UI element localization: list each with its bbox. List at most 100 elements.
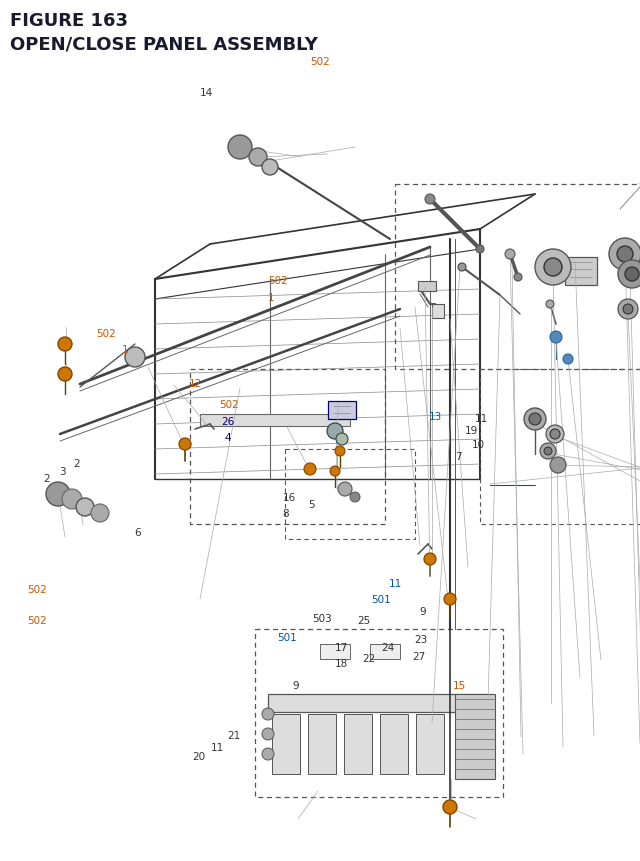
Circle shape (338, 482, 352, 497)
Text: 2: 2 (74, 458, 80, 468)
Bar (344, 714, 372, 774)
Bar (432, 305, 444, 319)
Text: 502: 502 (268, 276, 287, 286)
Circle shape (609, 238, 640, 270)
Circle shape (618, 261, 640, 288)
Circle shape (350, 492, 360, 503)
Circle shape (304, 463, 316, 475)
Text: 1: 1 (268, 293, 275, 303)
Circle shape (524, 408, 546, 430)
Circle shape (546, 300, 554, 308)
Bar (455, 694, 495, 779)
Circle shape (62, 489, 82, 510)
Bar (418, 282, 436, 292)
Text: 6: 6 (134, 527, 141, 537)
Circle shape (550, 457, 566, 474)
Text: 21: 21 (227, 730, 240, 740)
Circle shape (336, 433, 348, 445)
Text: 2: 2 (44, 474, 50, 484)
Text: 27: 27 (412, 651, 425, 661)
Text: 12: 12 (189, 379, 202, 389)
Circle shape (550, 430, 560, 439)
Bar (255, 629, 503, 797)
Text: 17: 17 (335, 642, 348, 653)
Bar (285, 449, 415, 539)
Circle shape (544, 448, 552, 455)
Circle shape (262, 748, 274, 760)
Text: FIGURE 163: FIGURE 163 (10, 12, 128, 30)
Text: 503: 503 (313, 613, 332, 623)
Text: 24: 24 (381, 642, 394, 653)
Text: 8: 8 (282, 508, 289, 518)
Text: 18: 18 (335, 658, 348, 668)
Text: 11: 11 (211, 742, 224, 753)
Circle shape (262, 728, 274, 740)
Text: 501: 501 (277, 632, 296, 642)
Bar (380, 714, 408, 774)
Circle shape (327, 424, 343, 439)
Bar (328, 401, 356, 419)
Circle shape (476, 245, 484, 254)
Circle shape (76, 499, 94, 517)
Text: OPEN/CLOSE PANEL ASSEMBLY: OPEN/CLOSE PANEL ASSEMBLY (10, 35, 318, 53)
Circle shape (330, 467, 340, 476)
Text: 25: 25 (357, 615, 370, 625)
Circle shape (228, 136, 252, 160)
Circle shape (179, 438, 191, 450)
Circle shape (262, 160, 278, 176)
Text: 15: 15 (453, 680, 466, 691)
Circle shape (550, 331, 562, 344)
Text: 7: 7 (455, 451, 461, 461)
Circle shape (335, 447, 345, 456)
Circle shape (514, 274, 522, 282)
Text: 1: 1 (122, 344, 129, 355)
Circle shape (505, 250, 515, 260)
Circle shape (623, 305, 633, 314)
Bar (565, 257, 597, 286)
Text: 23: 23 (415, 634, 428, 644)
Text: 19: 19 (465, 425, 477, 436)
Circle shape (458, 263, 466, 272)
Circle shape (444, 593, 456, 605)
Text: 502: 502 (28, 615, 47, 625)
Text: 10: 10 (472, 439, 485, 449)
Text: 11: 11 (389, 579, 402, 589)
Bar (480, 369, 640, 524)
Circle shape (58, 368, 72, 381)
Circle shape (58, 338, 72, 351)
Circle shape (249, 149, 267, 167)
Text: 11: 11 (475, 413, 488, 424)
Text: 502: 502 (310, 57, 330, 67)
Bar (308, 714, 336, 774)
Circle shape (618, 300, 638, 319)
Text: 9: 9 (419, 606, 426, 616)
Circle shape (425, 195, 435, 205)
Text: 501: 501 (372, 594, 391, 604)
Text: 502: 502 (97, 329, 116, 339)
Text: 502: 502 (28, 584, 47, 594)
Circle shape (563, 355, 573, 364)
Text: 13: 13 (429, 412, 442, 422)
Circle shape (424, 554, 436, 566)
Text: 20: 20 (192, 751, 205, 761)
Circle shape (91, 505, 109, 523)
Bar (200, 414, 350, 426)
Circle shape (262, 709, 274, 720)
Circle shape (546, 425, 564, 443)
Circle shape (529, 413, 541, 425)
Circle shape (540, 443, 556, 460)
Bar (395, 185, 640, 369)
Circle shape (544, 258, 562, 276)
Text: 502: 502 (220, 400, 239, 410)
Bar (190, 369, 385, 524)
Circle shape (625, 268, 639, 282)
Bar (416, 714, 444, 774)
Bar (320, 644, 350, 660)
Circle shape (125, 348, 145, 368)
Bar (370, 644, 400, 660)
Text: 22: 22 (362, 653, 375, 663)
Bar (268, 694, 488, 712)
Circle shape (443, 800, 457, 814)
Bar (272, 714, 300, 774)
Text: 26: 26 (221, 417, 234, 427)
